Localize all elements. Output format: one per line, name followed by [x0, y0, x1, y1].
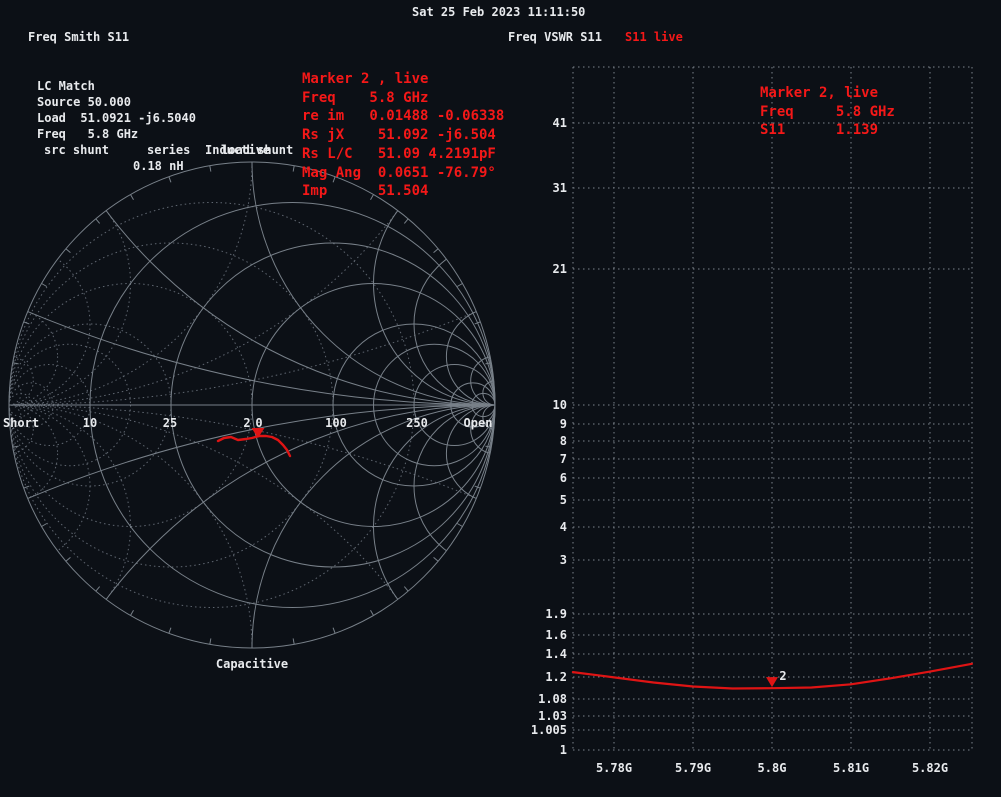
vswr-ytick-1.2: 1.2: [545, 670, 567, 684]
lc-match-freq: Freq 5.8 GHz: [37, 127, 139, 141]
smith-marker-number: 2: [243, 416, 251, 430]
lc-series-value: 0.18 nH: [133, 159, 184, 173]
smith-center-label-remnant: 0: [255, 416, 263, 430]
smith-axis-label-100: 100: [325, 416, 347, 430]
vswr-ytick-10: 10: [552, 398, 567, 412]
smith-angle-ticks: [9, 162, 495, 648]
vswr-ytick-1: 1: [559, 743, 567, 757]
vswr-ytick-5: 5: [559, 493, 567, 507]
vswr-marker-number: 2: [779, 669, 787, 683]
vswr-ytick-1.03: 1.03: [538, 709, 567, 723]
lc-col-load-shunt: load shunt: [221, 143, 294, 157]
vswr-marker-2-triangle: [766, 677, 778, 688]
vswr-xtick-5.81G: 5.81G: [832, 761, 870, 775]
vswr-ytick-1.08: 1.08: [538, 692, 567, 706]
smith-panel-title: Freq Smith S11: [28, 30, 130, 44]
smith-axis-label-open: Open: [463, 416, 493, 430]
vswr-xtick-5.8G: 5.8G: [757, 761, 787, 775]
vswr-xtick-5.79G: 5.79G: [674, 761, 712, 775]
lc-match-load: Load 51.0921 -j6.5040: [37, 111, 196, 125]
smith-marker-2-triangle: [251, 428, 265, 438]
smith-bottom-label: Capacitive: [215, 657, 289, 671]
smith-top-label: Inductive: [205, 143, 271, 157]
vswr-marker-readout: Marker 2, live Freq 5.8 GHz S11 1.139: [760, 85, 895, 139]
smith-axis-label-25: 25: [162, 416, 178, 430]
smith-axis-label-250: 250: [406, 416, 428, 430]
vswr-xtick-5.78G: 5.78G: [595, 761, 633, 775]
vswr-ytick-41: 41: [552, 116, 567, 130]
datetime: Sat 25 Feb 2023 11:11:50: [412, 5, 586, 19]
smith-marker-readout: Marker 2 , live Freq 5.8 GHz re im 0.014…: [302, 71, 505, 200]
smith-axis-label-10: 10: [82, 416, 98, 430]
vswr-ytick-1.005: 1.005: [530, 723, 567, 737]
smith-axis-label-short: Short: [2, 416, 40, 430]
vswr-ytick-1.6: 1.6: [545, 628, 567, 642]
lc-match-title: LC Match: [37, 79, 95, 93]
vswr-ytick-4: 4: [559, 520, 567, 534]
s11-live-badge: S11 live: [625, 30, 683, 44]
lc-match-source: Source 50.000: [37, 95, 131, 109]
vswr-grid: [572, 66, 973, 751]
vswr-ytick-9: 9: [559, 417, 567, 431]
vswr-ytick-6: 6: [559, 471, 567, 485]
vswr-ytick-31: 31: [552, 181, 567, 195]
lc-col-series: series: [147, 143, 191, 157]
lc-col-src-shunt: src shunt: [44, 143, 110, 157]
vswr-panel-title: Freq VSWR S11: [508, 30, 602, 44]
vswr-ytick-21: 21: [552, 262, 567, 276]
vswr-xtick-5.82G: 5.82G: [911, 761, 949, 775]
vswr-s11-curve: [571, 662, 974, 690]
vswr-ytick-1.4: 1.4: [545, 647, 567, 661]
vswr-ytick-3: 3: [559, 553, 567, 567]
vswr-ytick-8: 8: [559, 434, 567, 448]
vswr-ytick-7: 7: [559, 452, 567, 466]
vswr-ytick-1.9: 1.9: [545, 607, 567, 621]
smith-s11-trace: [216, 434, 292, 458]
